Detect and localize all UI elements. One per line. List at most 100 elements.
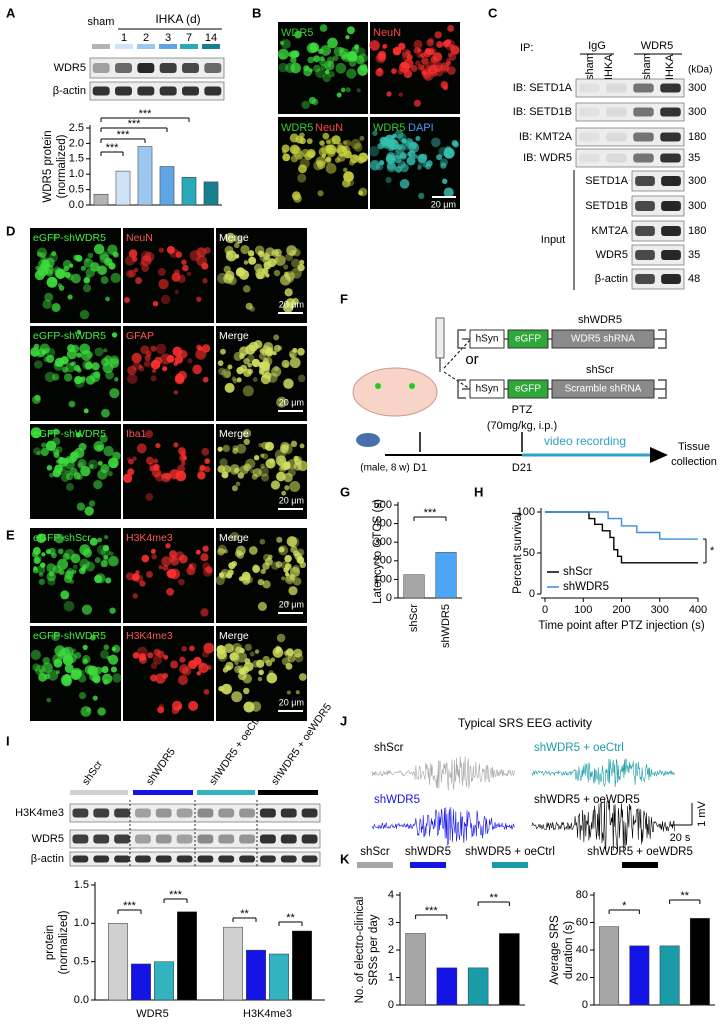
cell (245, 344, 256, 355)
cell (63, 600, 75, 612)
cell (226, 572, 233, 579)
cell (306, 42, 318, 54)
bar (181, 177, 197, 206)
scale-label: 20 μm (431, 199, 456, 209)
cell (217, 547, 225, 556)
cell (262, 453, 269, 460)
cell (109, 551, 114, 557)
cell (125, 572, 134, 581)
cell (294, 653, 304, 663)
cell (297, 347, 305, 356)
cell (368, 146, 380, 157)
x-tick-label: 0 (542, 604, 548, 616)
cell (442, 178, 448, 185)
cell (299, 132, 305, 138)
blot-band (606, 83, 627, 93)
cell (369, 160, 381, 171)
cell (242, 385, 254, 397)
cell (243, 701, 255, 713)
cell (298, 164, 307, 174)
bar (137, 146, 153, 206)
vector-end (457, 379, 667, 399)
cell (52, 428, 60, 435)
cell (443, 187, 454, 198)
cell (138, 364, 143, 369)
label: WDR5 (596, 249, 628, 261)
cell (297, 173, 307, 183)
cell (166, 587, 175, 596)
cell (36, 352, 43, 358)
cell (68, 400, 76, 408)
shrna (551, 379, 655, 399)
cell (410, 64, 418, 72)
cell (112, 673, 122, 683)
cell (132, 652, 140, 659)
cell (232, 378, 238, 384)
cell (273, 344, 282, 352)
cell (319, 24, 328, 32)
cell (155, 673, 166, 684)
cell (174, 355, 184, 364)
y-tick-label: 0.5 (74, 956, 89, 968)
cell (386, 162, 397, 173)
cell (342, 140, 347, 145)
cell (219, 571, 228, 580)
label: 14 (205, 32, 217, 44)
blot-band (660, 83, 681, 93)
cell (231, 485, 238, 492)
cell (287, 468, 296, 477)
eeg-trace (371, 755, 515, 791)
y-tick-label: 1.5 (69, 153, 84, 165)
label: 300 (688, 106, 706, 118)
cell (386, 91, 392, 97)
y-tick-label: 500 (374, 499, 392, 511)
cell (265, 273, 270, 278)
bar (93, 193, 109, 206)
cell (162, 366, 168, 372)
cell (138, 366, 145, 372)
label: KMT2A (591, 225, 628, 237)
cell (33, 343, 40, 350)
cell (325, 139, 331, 145)
cell (257, 601, 267, 612)
cell (357, 156, 365, 164)
cell (179, 656, 186, 663)
cell (262, 356, 273, 367)
label: shWDR5 (374, 794, 420, 806)
label: shWDR5 + oeWDR5 (534, 794, 640, 806)
promoter (469, 379, 505, 399)
cell (346, 68, 357, 79)
label: β-actin (53, 85, 86, 97)
cell (413, 39, 423, 49)
cell (64, 570, 74, 580)
blot (575, 148, 685, 168)
cell (297, 460, 309, 472)
label: Input (541, 234, 565, 246)
cell (166, 354, 175, 363)
significance: *** (169, 889, 183, 901)
cell (346, 26, 355, 35)
cell (155, 343, 167, 355)
y-tick-label: 100 (517, 506, 535, 518)
cell (252, 377, 258, 382)
cell (101, 665, 109, 674)
x-tick-label: 100 (574, 604, 592, 616)
y-tick-label: 2.0 (69, 137, 84, 149)
cell (405, 50, 411, 56)
cell (304, 152, 313, 161)
cell (385, 176, 392, 184)
cell (158, 278, 169, 290)
cell (36, 533, 46, 544)
cell (384, 134, 395, 145)
cell (247, 362, 253, 368)
cell (421, 57, 429, 65)
cell (261, 473, 270, 482)
cell (223, 265, 231, 273)
cell (432, 52, 443, 62)
cell (40, 255, 46, 262)
cell (280, 441, 290, 451)
cell (273, 269, 281, 277)
label: (70mg/kg, i.p.) (487, 420, 557, 432)
blot (89, 81, 225, 101)
label: 180 (688, 225, 706, 237)
